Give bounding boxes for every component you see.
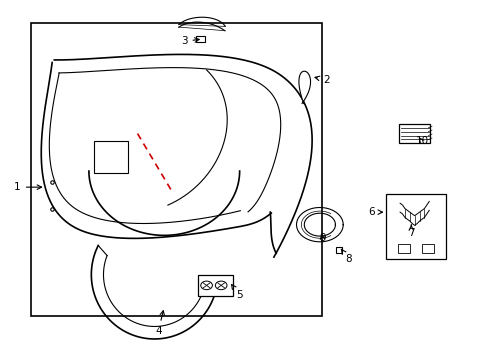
Bar — [385, 194, 446, 258]
Text: 5: 5 — [231, 284, 242, 300]
Text: 7: 7 — [407, 225, 414, 238]
Bar — [398, 124, 429, 143]
Text: 3: 3 — [181, 36, 199, 46]
Bar — [397, 244, 409, 253]
Text: 1: 1 — [14, 182, 41, 192]
Bar — [94, 141, 127, 173]
Bar — [196, 36, 204, 42]
Polygon shape — [300, 66, 312, 102]
Bar — [198, 275, 233, 296]
Text: 8: 8 — [341, 249, 351, 264]
Bar — [30, 23, 322, 316]
Bar — [421, 244, 433, 253]
Text: 9: 9 — [318, 233, 325, 243]
Text: 6: 6 — [368, 207, 382, 217]
Text: 4: 4 — [155, 311, 164, 336]
Text: 2: 2 — [314, 75, 329, 85]
Text: 10: 10 — [415, 136, 427, 147]
